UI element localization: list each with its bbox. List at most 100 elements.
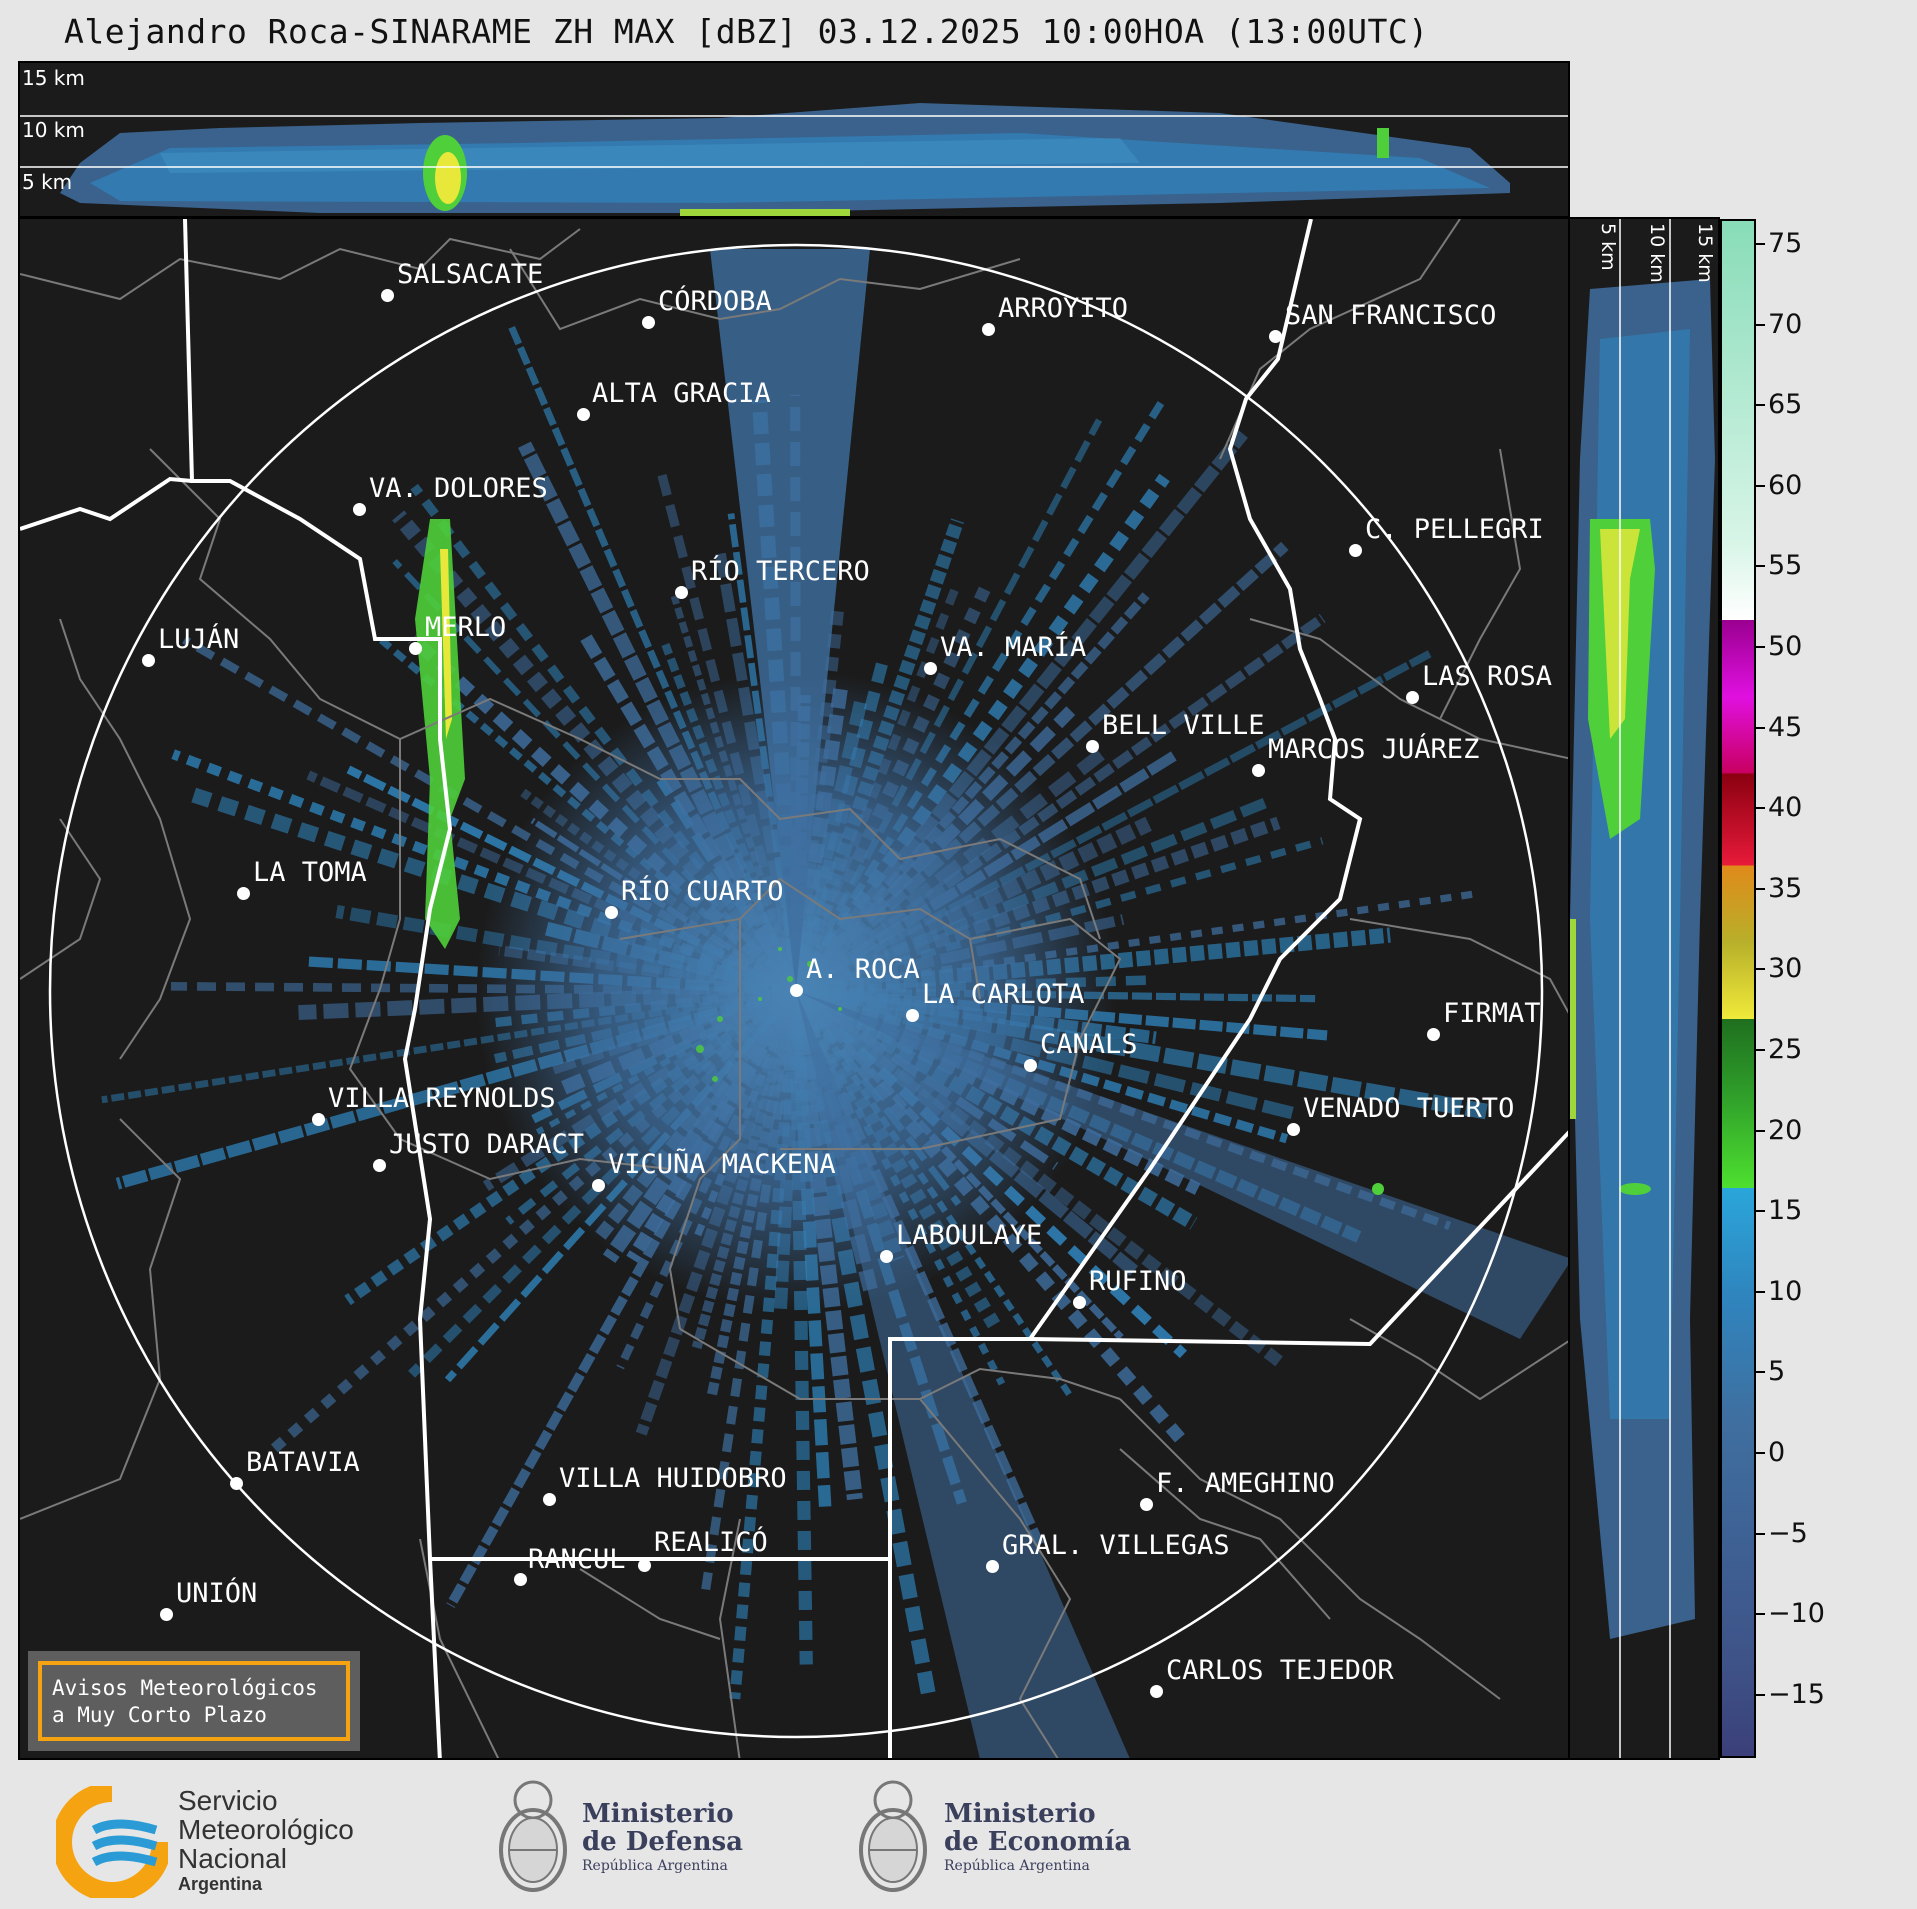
colorbar-tick: [1756, 323, 1765, 326]
colorbar-tick-label: 30: [1768, 953, 1803, 985]
colorbar-tick: [1756, 1613, 1765, 1616]
city-dot-va-maria: [924, 662, 937, 675]
colorbar-tick-label: 40: [1768, 792, 1803, 824]
economia-line2: de Economía: [944, 1827, 1132, 1857]
smn-line3: Nacional: [178, 1843, 287, 1874]
colorbar-tick-label: 50: [1768, 631, 1803, 662]
city-dot-marcos-juarez: [1252, 764, 1265, 777]
city-dot-rufino: [1073, 1296, 1086, 1309]
colorbar-tick: [1756, 1532, 1765, 1535]
city-dot-f-ameghino: [1140, 1498, 1153, 1511]
city-dot-canals: [1024, 1059, 1037, 1072]
radar-map: SALSACATE CÓRDOBA ARROYITO SAN FRANCISCO…: [18, 217, 1570, 1760]
defensa-line1: Ministerio: [582, 1799, 734, 1829]
colorbar-tick-label: 35: [1768, 872, 1803, 904]
city-label-carlos-tejedor: CARLOS TEJEDOR: [1166, 1655, 1394, 1686]
radar-ray: [791, 706, 1076, 996]
colorbar-tick-label: 75: [1768, 228, 1803, 259]
defensa-line3: República Argentina: [582, 1858, 728, 1874]
colorbar-tick-label: 0: [1768, 1437, 1786, 1468]
city-dot-villa-reynolds: [312, 1113, 325, 1126]
city-dot-rio-tercero: [675, 586, 688, 599]
city-label-villa-huidobro: VILLA HUIDOBRO: [559, 1463, 787, 1494]
city-label-villa-reynolds: VILLA REYNOLDS: [328, 1083, 556, 1114]
colorbar-tick-label: 20: [1768, 1114, 1803, 1146]
city-label-gral-villegas: GRAL. VILLEGAS: [1002, 1530, 1230, 1561]
city-label-rio-tercero: RÍO TERCERO: [691, 556, 870, 587]
city-label-cordoba: CÓRDOBA: [658, 286, 772, 317]
radar-ray: [101, 987, 797, 1104]
city-dot-rancul: [514, 1573, 527, 1586]
colorbar-tick: [1756, 887, 1765, 890]
colorbar-tick: [1756, 1452, 1765, 1454]
city-dot-la-carlota: [906, 1009, 919, 1022]
defensa-line2: de Defensa: [582, 1827, 743, 1857]
colorbar-tick: [1756, 404, 1765, 407]
colorbar-tick-label: 60: [1768, 469, 1803, 501]
radar-ray: [792, 989, 1006, 1386]
economia-line3: República Argentina: [944, 1858, 1090, 1874]
colorbar-tick-label: −10: [1768, 1598, 1825, 1630]
colorbar-tick-label: 15: [1768, 1195, 1803, 1227]
colorbar-tick-label: −15: [1768, 1678, 1825, 1710]
side-altitude-label-5km: 5 km: [1597, 223, 1619, 271]
city-label-las-rosas: LAS ROSA: [1422, 661, 1553, 692]
colorbar-tick-label: 55: [1768, 550, 1803, 582]
city-dot-alta-gracia: [577, 408, 590, 421]
side-height-section: 5 km 10 km 15 km: [1568, 217, 1720, 1760]
city-label-a-roca: A. ROCA: [806, 954, 920, 985]
colorbar-tick-label: 5: [1768, 1356, 1786, 1388]
colorbar-tick: [1756, 243, 1765, 245]
city-label-union: UNIÓN: [176, 1578, 258, 1609]
city-dot-lujan: [142, 654, 155, 667]
colorbar-tick: [1756, 807, 1765, 810]
argentina-coat-of-arms-icon: [499, 1780, 567, 1892]
economia-line1: Ministerio: [944, 1799, 1096, 1829]
city-dot-la-toma: [237, 887, 250, 900]
city-dot-arroyito: [982, 323, 995, 336]
city-label-bell-ville: BELL VILLE: [1102, 710, 1265, 741]
colorbar-tick-label: −5: [1768, 1517, 1808, 1549]
city-dot-realico: [638, 1559, 651, 1572]
city-label-san-francisco: SAN FRANCISCO: [1285, 300, 1497, 331]
city-dot-las-rosas: [1406, 691, 1419, 704]
city-dot-gral-villegas: [986, 1560, 999, 1573]
altitude-label-10km: 10 km: [22, 118, 85, 142]
city-label-arroyito: ARROYITO: [998, 293, 1129, 324]
colorbar-tick: [1756, 1371, 1765, 1374]
side-altitude-label-10km: 10 km: [1646, 223, 1668, 283]
city-dot-a-roca: [790, 984, 803, 997]
footer: Servicio Meteorológico Nacional Argentin…: [0, 1760, 1917, 1909]
city-label-alta-gracia: ALTA GRACIA: [592, 378, 771, 409]
smn-line1: Servicio: [178, 1785, 278, 1816]
city-label-vicuna-mackena: VICUÑA MACKENA: [608, 1149, 836, 1180]
colorbar-tick: [1756, 968, 1765, 971]
city-label-rio-cuarto: RÍO CUARTO: [621, 876, 784, 907]
warning-line2: a Muy Corto Plazo: [52, 1703, 267, 1727]
colorbar-tick: [1756, 1129, 1765, 1132]
altitude-label-15km: 15 km: [22, 66, 85, 90]
city-label-rufino: RUFINO: [1089, 1266, 1187, 1297]
radar-ray: [789, 990, 813, 1665]
city-dot-firmat: [1427, 1028, 1440, 1041]
city-label-laboulaye: LABOULAYE: [896, 1220, 1043, 1251]
colorbar-tick: [1756, 565, 1765, 568]
city-label-firmat: FIRMAT: [1443, 998, 1541, 1029]
warning-line1: Avisos Meteorológicos: [52, 1676, 318, 1700]
city-label-la-toma: LA TOMA: [253, 857, 367, 888]
city-label-canals: CANALS: [1040, 1029, 1138, 1060]
city-dot-batavia: [230, 1477, 243, 1490]
city-label-justo-daract: JUSTO DARACT: [389, 1129, 585, 1160]
city-dot-merlo: [409, 642, 422, 655]
smn-logo-icon: [56, 1786, 168, 1898]
smn-line2: Meteorológico: [178, 1814, 354, 1845]
colorbar-tick: [1756, 484, 1765, 487]
city-dot-vicuna-mackena: [592, 1179, 605, 1192]
argentina-coat-of-arms-icon: [859, 1780, 927, 1892]
city-dot-laboulaye: [880, 1250, 893, 1263]
city-label-venado-tuerto: VENADO TUERTO: [1303, 1093, 1515, 1124]
city-label-c-pellegrini: C. PELLEGRI: [1365, 514, 1544, 545]
colorbar-tick: [1756, 1210, 1765, 1213]
city-label-va-dolores: VA. DOLORES: [369, 473, 548, 504]
colorbar-tick-label: 10: [1768, 1275, 1803, 1307]
